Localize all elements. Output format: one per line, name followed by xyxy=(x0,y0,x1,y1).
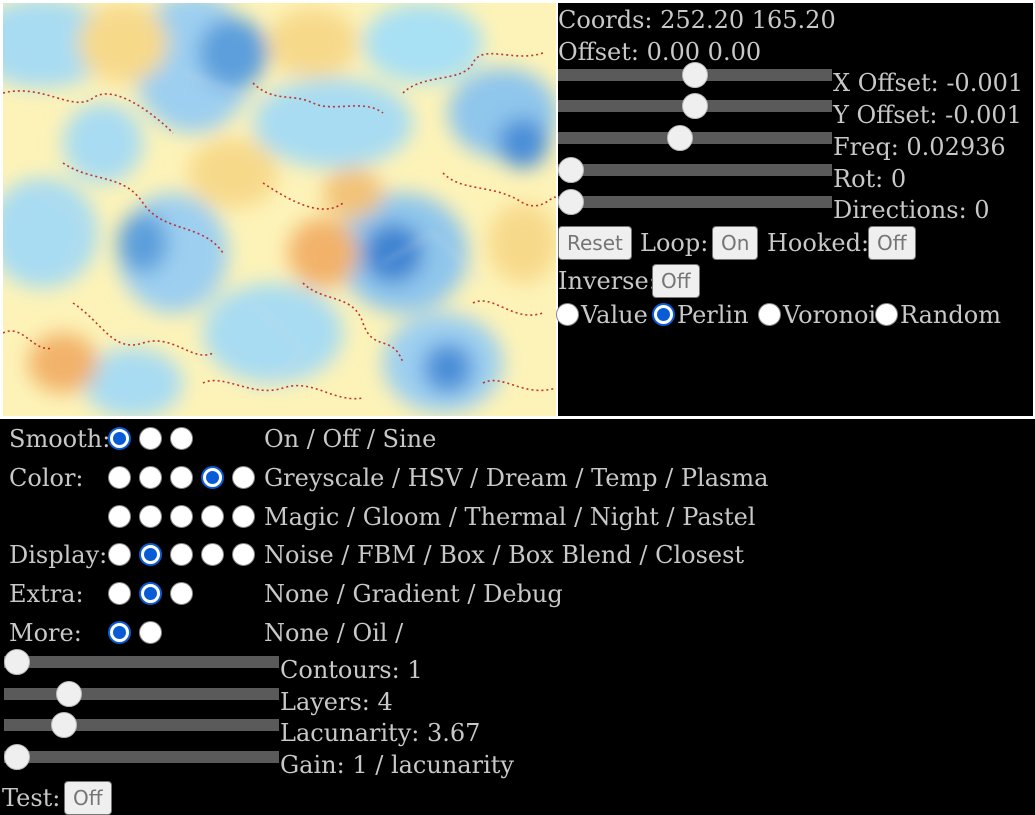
contours-label: Contours: 1 xyxy=(280,656,423,684)
test-label: Test: xyxy=(2,784,61,812)
slider-thumb[interactable] xyxy=(56,681,83,707)
slider-thumb[interactable] xyxy=(51,712,78,738)
frame-bottom xyxy=(0,416,1035,419)
noise-type-radio-perlin[interactable] xyxy=(652,303,675,326)
noise-image xyxy=(3,3,556,416)
frame-divider xyxy=(556,0,558,418)
extra-radio-1[interactable] xyxy=(108,582,131,605)
more-radio-group xyxy=(108,620,258,646)
display-radio-4[interactable] xyxy=(201,543,224,566)
frame-right xyxy=(1033,0,1035,418)
noise-type-label-value: Value xyxy=(581,301,648,329)
contours-slider[interactable] xyxy=(4,648,279,676)
rot-label: Rot: 0 xyxy=(833,165,907,193)
smooth-options-text: On / Off / Sine xyxy=(264,425,437,453)
reset-button[interactable]: Reset xyxy=(558,226,632,260)
more-label: More: xyxy=(9,619,82,647)
freq-slider[interactable] xyxy=(558,124,832,152)
color-radio-group-2 xyxy=(108,504,258,530)
x-offset-slider[interactable] xyxy=(558,61,832,89)
display-radio-3[interactable] xyxy=(170,543,193,566)
layers-label: Layers: 4 xyxy=(280,688,393,716)
extra-radio-3[interactable] xyxy=(170,582,193,605)
extra-options-text: None / Gradient / Debug xyxy=(264,580,563,608)
rot-slider[interactable] xyxy=(558,156,832,184)
gain-slider[interactable] xyxy=(4,743,279,771)
slider-thumb[interactable] xyxy=(682,93,708,119)
freq-label: Freq: 0.02936 xyxy=(833,133,1006,161)
color-row1-radio-1[interactable] xyxy=(108,466,131,489)
noise-type-label-perlin: Perlin xyxy=(677,301,749,329)
directions-label: Directions: 0 xyxy=(833,196,990,224)
smooth-label: Smooth: xyxy=(9,425,111,453)
inverse-toggle-button[interactable]: Off xyxy=(652,264,700,298)
color-row1-radio-3[interactable] xyxy=(170,466,193,489)
noise-canvas[interactable] xyxy=(3,3,556,416)
slider-thumb[interactable] xyxy=(4,649,30,675)
x-offset-label: X Offset: -0.001 xyxy=(833,69,1024,97)
layers-slider[interactable] xyxy=(4,680,279,708)
extra-label: Extra: xyxy=(9,580,84,608)
noise-type-radio-value[interactable] xyxy=(556,303,579,326)
color-radio-group xyxy=(108,465,258,491)
y-offset-label: Y Offset: -0.001 xyxy=(833,101,1022,129)
color-row1-radio-5[interactable] xyxy=(232,466,255,489)
display-radio-2[interactable] xyxy=(139,543,162,566)
slider-thumb[interactable] xyxy=(558,189,584,215)
slider-thumb[interactable] xyxy=(4,744,30,770)
coords-readout: Coords: 252.20 165.20 xyxy=(558,6,836,34)
noise-type-label-random: Random xyxy=(900,301,1001,329)
color-row2-radio-1[interactable] xyxy=(108,505,131,528)
smooth-radio-2[interactable] xyxy=(139,427,162,450)
extra-radio-group xyxy=(108,581,258,607)
display-radio-group xyxy=(108,542,258,568)
more-radio-1[interactable] xyxy=(108,621,131,644)
slider-thumb[interactable] xyxy=(667,125,694,151)
color-label: Color: xyxy=(9,464,84,492)
smooth-radio-group xyxy=(108,426,258,452)
color-row1-radio-4[interactable] xyxy=(201,466,224,489)
noise-type-label-voronoi: Voronoi xyxy=(783,301,877,329)
color-row2-radio-5[interactable] xyxy=(232,505,255,528)
noise-type-radio-group: Value Perlin Voronoi Random xyxy=(556,301,1026,331)
display-radio-5[interactable] xyxy=(232,543,255,566)
frame-left xyxy=(0,0,3,418)
noise-type-radio-voronoi[interactable] xyxy=(758,303,781,326)
color-row1-radio-2[interactable] xyxy=(139,466,162,489)
loop-label: Loop: xyxy=(640,229,709,257)
loop-toggle-button[interactable]: On xyxy=(712,226,759,260)
display-options-text: Noise / FBM / Box / Box Blend / Closest xyxy=(264,541,745,569)
gain-label: Gain: 1 / lacunarity xyxy=(280,751,514,779)
smooth-radio-3[interactable] xyxy=(170,427,193,450)
display-radio-1[interactable] xyxy=(108,543,131,566)
hooked-toggle-button[interactable]: Off xyxy=(868,226,916,260)
noise-type-radio-random[interactable] xyxy=(875,303,898,326)
more-radio-2[interactable] xyxy=(139,621,162,644)
color-row2-radio-4[interactable] xyxy=(201,505,224,528)
y-offset-slider[interactable] xyxy=(558,92,832,120)
lacunarity-slider[interactable] xyxy=(4,711,279,739)
inverse-label: Inverse: xyxy=(558,267,657,295)
directions-slider[interactable] xyxy=(558,188,832,216)
lacunarity-label: Lacunarity: 3.67 xyxy=(280,719,481,747)
slider-thumb[interactable] xyxy=(682,62,708,88)
color-row2-radio-3[interactable] xyxy=(170,505,193,528)
display-label: Display: xyxy=(9,541,108,569)
color-options-text: Greyscale / HSV / Dream / Temp / Plasma xyxy=(264,464,769,492)
frame-top xyxy=(0,0,1035,3)
test-toggle-button[interactable]: Off xyxy=(64,781,112,815)
hooked-label: Hooked: xyxy=(767,229,870,257)
slider-thumb[interactable] xyxy=(558,157,584,183)
color-row2-radio-2[interactable] xyxy=(139,505,162,528)
more-options-text: None / Oil / xyxy=(264,619,404,647)
color-options-text-2: Magic / Gloom / Thermal / Night / Pastel xyxy=(264,503,756,531)
smooth-radio-1[interactable] xyxy=(108,427,131,450)
offset-readout: Offset: 0.00 0.00 xyxy=(558,38,762,66)
extra-radio-2[interactable] xyxy=(139,582,162,605)
